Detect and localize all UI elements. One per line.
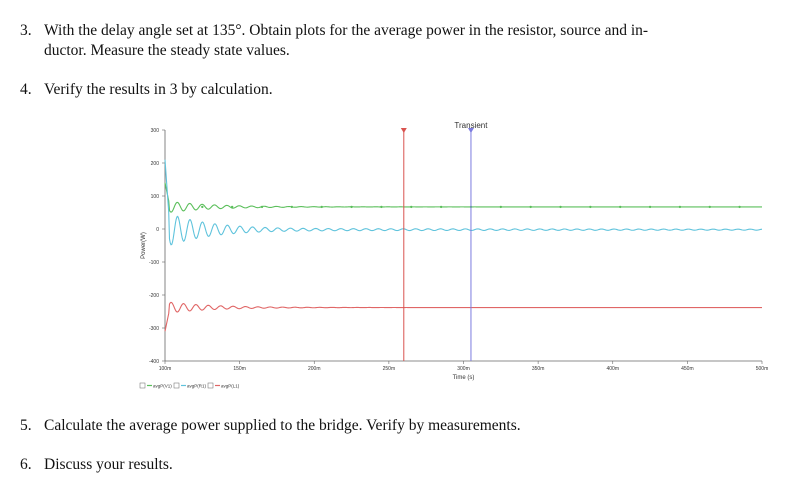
- cursor-1-handle: [400, 128, 407, 133]
- chart-title: Transient: [454, 121, 488, 130]
- y-tick-label: 200: [151, 161, 160, 167]
- x-tick-label: 400m: [606, 366, 619, 372]
- question-number: 3.: [20, 22, 32, 39]
- x-axis-label: Time (s): [453, 375, 475, 381]
- series-marker: [708, 205, 711, 209]
- plot-series: [164, 159, 763, 332]
- question-number: 6.: [20, 456, 32, 473]
- x-tick-label: 300m: [457, 366, 470, 372]
- plot-cursors: [400, 128, 474, 361]
- y-tick-label: 300: [151, 128, 160, 134]
- x-tick-label: 200m: [308, 366, 321, 372]
- question-4: 4. Verify the results in 3 by calculatio…: [20, 80, 760, 100]
- series-line-avgP(V1): [164, 182, 762, 213]
- series-marker: [499, 205, 503, 209]
- legend-label: avgP(V1): [153, 384, 172, 389]
- series-marker: [410, 205, 413, 209]
- question-3: 3. With the delay angle set at 135°. Obt…: [20, 21, 760, 61]
- legend-label: avgP(R1): [187, 384, 207, 389]
- question-text-line-1: With the delay angle set at 135°. Obtain…: [44, 22, 649, 39]
- series-marker: [678, 205, 682, 209]
- y-tick-label: 100: [151, 194, 160, 200]
- x-tick-label: 250m: [383, 366, 396, 372]
- series-marker: [559, 205, 562, 209]
- series-marker: [380, 205, 383, 209]
- legend-label: avgP(L1): [221, 384, 240, 389]
- y-axis-label: Power(W): [141, 232, 147, 259]
- x-tick-label: 150m: [233, 366, 246, 372]
- question-text-line-2: ductor. Measure the steady state values.: [44, 42, 290, 59]
- cursor-2-handle: [467, 128, 474, 133]
- y-tick-label: 0: [156, 227, 159, 233]
- series-marker: [648, 205, 652, 209]
- legend-checkbox: [139, 382, 146, 389]
- question-6: 6. Discuss your results.: [20, 455, 760, 475]
- question-number: 4.: [20, 81, 32, 98]
- series-marker: [290, 205, 294, 209]
- series-marker: [201, 205, 204, 209]
- series-marker: [589, 205, 592, 209]
- legend-checkbox: [173, 382, 180, 389]
- legend-checkbox: [207, 382, 214, 389]
- series-marker: [260, 205, 264, 209]
- y-tick-label: -100: [149, 260, 159, 266]
- series-line-avgP(R1): [164, 159, 763, 246]
- series-marker: [529, 205, 532, 209]
- x-tick-label: 500m: [756, 366, 769, 372]
- series-marker: [738, 205, 741, 209]
- question-text: Discuss your results.: [44, 456, 173, 473]
- question-number: 5.: [20, 417, 32, 434]
- y-tick-label: -300: [149, 326, 159, 332]
- y-tick-label: -400: [149, 359, 159, 365]
- question-text: Verify the results in 3 by calculation.: [44, 81, 273, 98]
- question-text: Calculate the average power supplied to …: [44, 417, 521, 434]
- plot-legend: avgP(V1) avgP(R1) avgP(L1): [139, 382, 240, 389]
- x-tick-label: 450m: [681, 366, 694, 372]
- series-marker: [350, 205, 353, 209]
- x-tick-label: 350m: [532, 366, 545, 372]
- series-marker: [320, 205, 323, 209]
- y-tick-label: -200: [149, 293, 159, 299]
- series-line-avgP(L1): [164, 301, 762, 332]
- question-5: 5. Calculate the average power supplied …: [20, 416, 760, 436]
- x-tick-label: 100m: [159, 366, 172, 372]
- series-marker: [619, 205, 622, 209]
- series-marker: [439, 205, 443, 209]
- series-marker: [230, 205, 234, 209]
